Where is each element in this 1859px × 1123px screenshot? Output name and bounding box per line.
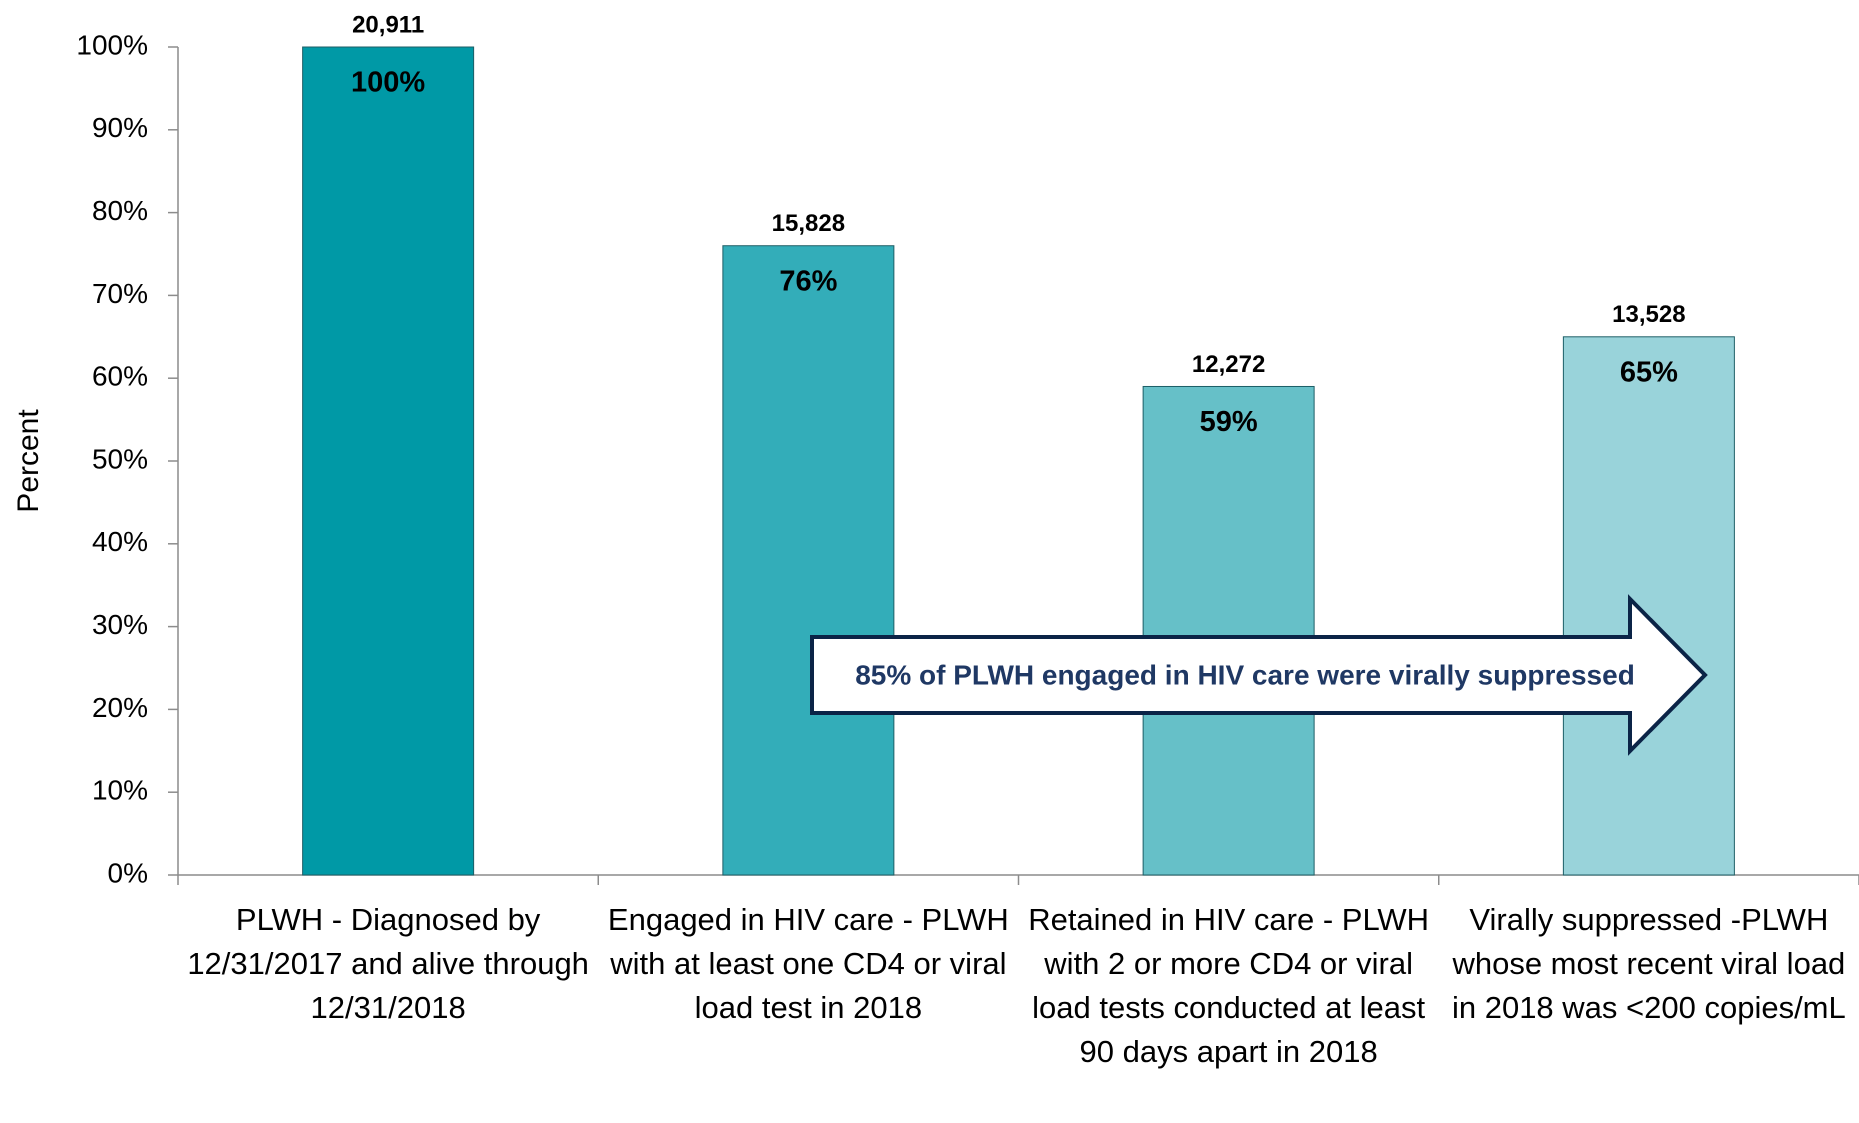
x-tick-label: Retained in HIV care - PLWH with 2 or mo… <box>1028 902 1430 1069</box>
y-tick-label: 100% <box>76 29 148 60</box>
y-tick-label: 70% <box>92 278 148 309</box>
x-tick-label: Virally suppressed -PLWH whose most rece… <box>1451 902 1846 1025</box>
count-label: 20,911 <box>352 11 424 38</box>
count-label: 15,828 <box>772 210 845 237</box>
bar <box>1562 336 1735 876</box>
value-label: 76% <box>779 265 837 297</box>
y-tick-label: 60% <box>92 361 148 392</box>
value-label: 100% <box>351 67 425 99</box>
x-tick-label: Engaged in HIV care - PLWH with at least… <box>607 902 1009 1025</box>
bar <box>1142 385 1315 876</box>
y-tick-label: 90% <box>92 112 148 143</box>
annotation-arrow <box>810 594 1708 756</box>
annotation-text: 85% of PLWH engaged in HIV care were vir… <box>855 659 1635 690</box>
count-label: 13,528 <box>1612 301 1685 328</box>
value-label: 59% <box>1200 406 1258 438</box>
bar <box>722 245 895 876</box>
x-tick-label: PLWH - Diagnosed by 12/31/2017 and alive… <box>187 902 589 1025</box>
bar <box>302 46 475 876</box>
y-tick-label: 0% <box>108 857 148 888</box>
y-tick-label: 20% <box>92 692 148 723</box>
y-tick-label: 40% <box>92 526 148 557</box>
value-label: 65% <box>1620 356 1678 388</box>
y-tick-label: 50% <box>92 443 148 474</box>
y-tick-label: 30% <box>92 609 148 640</box>
y-tick-label: 10% <box>92 775 148 806</box>
y-tick-label: 80% <box>92 195 148 226</box>
y-axis-label: Percent <box>12 409 45 513</box>
count-label: 12,272 <box>1192 351 1265 378</box>
